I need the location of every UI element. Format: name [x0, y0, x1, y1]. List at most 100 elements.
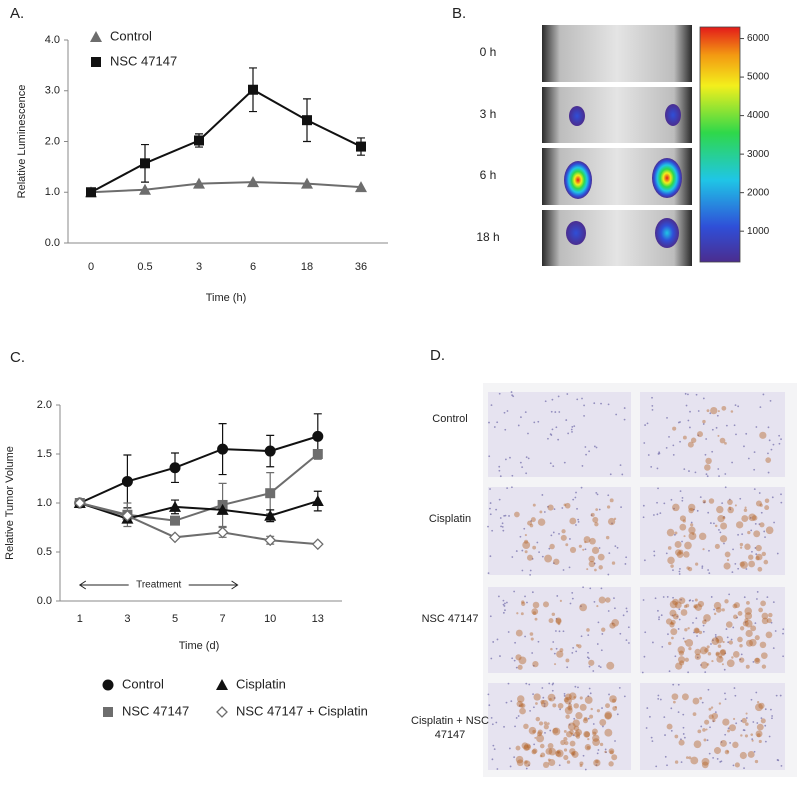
stain — [707, 651, 712, 656]
stain — [700, 661, 708, 669]
nucleus — [670, 498, 673, 501]
nucleus — [490, 657, 493, 660]
nucleus — [764, 724, 767, 727]
stain — [722, 718, 730, 726]
nucleus — [670, 707, 673, 710]
nucleus — [684, 392, 687, 395]
nucleus — [772, 601, 775, 604]
nucleus — [714, 633, 717, 636]
stain — [766, 618, 772, 624]
nucleus — [609, 473, 612, 476]
stain — [697, 729, 702, 734]
histology-image — [640, 487, 785, 575]
nucleus — [707, 688, 710, 691]
nucleus — [709, 412, 712, 415]
nucleus — [491, 723, 494, 726]
nucleus — [595, 491, 598, 494]
stain — [609, 498, 614, 503]
x-tick-label: 18 — [301, 261, 313, 273]
nucleus — [570, 428, 573, 431]
nucleus — [593, 600, 596, 603]
stain — [566, 760, 571, 764]
nucleus — [607, 573, 610, 576]
nucleus — [690, 521, 693, 524]
nucleus — [575, 524, 577, 526]
stain — [588, 560, 596, 568]
nucleus — [586, 656, 589, 659]
stain — [569, 740, 576, 747]
nucleus — [517, 715, 520, 717]
nucleus — [772, 443, 775, 446]
nucleus — [497, 595, 500, 598]
nucleus — [529, 569, 532, 572]
stain — [722, 516, 726, 520]
nucleus — [772, 647, 775, 650]
nucleus — [716, 758, 719, 760]
legend-label: NSC 47147 — [122, 703, 189, 718]
nucleus — [678, 570, 681, 573]
stain — [568, 707, 571, 710]
nucleus — [724, 486, 727, 489]
stain — [564, 502, 571, 509]
nucleus — [666, 416, 668, 419]
nucleus — [663, 502, 666, 505]
nucleus — [551, 398, 554, 401]
stain — [564, 706, 573, 715]
stain — [583, 536, 591, 543]
nucleus — [708, 549, 710, 552]
nucleus — [657, 697, 660, 700]
stain — [542, 601, 549, 608]
nucleus — [613, 597, 615, 600]
row-label: 6 h — [480, 168, 497, 182]
marker — [216, 503, 229, 515]
nucleus — [656, 513, 659, 516]
stain — [685, 603, 690, 608]
stain — [569, 546, 577, 553]
nucleus — [622, 614, 625, 617]
stain — [528, 726, 537, 735]
stain — [723, 562, 731, 570]
stain — [760, 600, 766, 607]
stain — [669, 600, 678, 609]
nucleus — [549, 433, 552, 436]
nucleus — [599, 666, 602, 669]
marker — [193, 177, 205, 189]
stain — [693, 604, 698, 609]
stain — [758, 607, 764, 613]
nucleus — [508, 747, 511, 750]
stain — [589, 714, 594, 719]
stain — [604, 750, 607, 754]
x-tick-label: 6 — [250, 261, 256, 273]
stain — [739, 626, 745, 631]
stain — [543, 721, 548, 725]
nucleus — [555, 647, 558, 650]
y-tick-label: 1.0 — [45, 186, 60, 198]
histology-image — [640, 587, 785, 673]
stain — [768, 612, 773, 618]
marker — [302, 115, 312, 126]
stain — [563, 503, 567, 507]
stain — [725, 621, 733, 628]
stain — [675, 549, 682, 556]
nucleus — [753, 451, 756, 454]
nucleus — [758, 492, 761, 494]
nucleus — [768, 439, 771, 442]
stain — [720, 649, 727, 655]
marker — [169, 462, 181, 474]
nucleus — [778, 442, 781, 445]
stain — [523, 760, 531, 767]
stain — [611, 618, 620, 627]
stain — [739, 644, 743, 648]
nucleus — [577, 520, 580, 523]
nucleus — [657, 609, 659, 612]
nucleus — [682, 726, 685, 729]
nucleus — [680, 738, 682, 741]
stain — [724, 749, 730, 755]
stain — [739, 561, 745, 567]
nucleus — [696, 635, 698, 637]
stain — [519, 703, 524, 708]
marker — [140, 158, 150, 169]
nucleus — [569, 538, 571, 540]
signal-spot — [569, 106, 585, 126]
